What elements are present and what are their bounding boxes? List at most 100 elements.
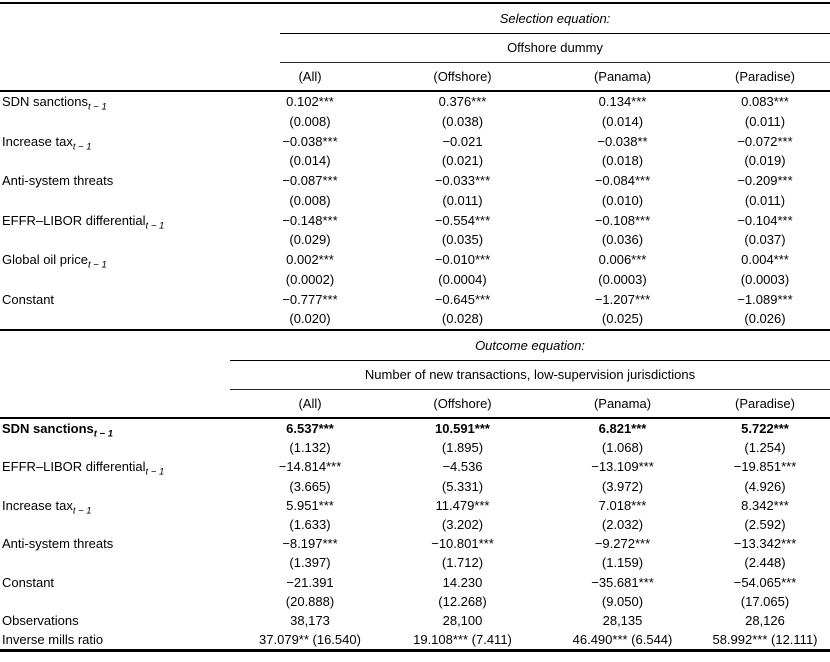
stderr-cell: (2.592)	[744, 516, 786, 532]
stderr-label-spacer	[0, 309, 240, 329]
coefficient-cell: −0.104***	[737, 212, 793, 228]
horizontal-rule	[230, 389, 830, 390]
variable-subscript-text: t − 1	[72, 141, 92, 153]
stat-value-cell: 46.490*** (6.544)	[572, 632, 673, 648]
variable-label-text: Increase tax	[2, 497, 73, 513]
dependent-variable-label: Number of new transactions, low-supervis…	[230, 361, 830, 389]
variable-subscript-text: t − 1	[88, 259, 107, 271]
coefficient-cell: 5.722***	[741, 421, 789, 436]
coefficient-cell: −13.342***	[733, 536, 797, 552]
variable-label-text: Anti-system threats	[2, 536, 114, 552]
stat-value-cell: 28,100	[442, 612, 483, 628]
column-header-row: (All) (Offshore) (Panama) (Paradise)	[0, 63, 830, 90]
horizontal-rule	[280, 33, 830, 34]
stderr-cell: (4.926)	[744, 478, 786, 494]
coefficient-cell: 0.376***	[438, 94, 487, 109]
stderr-cell: (0.018)	[601, 153, 644, 169]
stderr-cell: (1.159)	[601, 555, 644, 571]
coefficient-cell: 11.479***	[435, 497, 490, 513]
stderr-cell: (0.0003)	[740, 271, 790, 287]
coefficient-cell: 0.004***	[741, 252, 789, 267]
table-row: Anti-system threats −8.197*** −10.801*** −9…	[0, 534, 830, 553]
stderr-cell: (0.020)	[289, 311, 331, 327]
coefficient-cell: −0.072***	[737, 133, 793, 149]
coefficient-cell: −0.033***	[434, 173, 491, 188]
stderr-cell: (3.202)	[441, 516, 484, 532]
stderr-cell: (1.132)	[289, 440, 331, 456]
table-row-stderr: (20.888) (12.268) (9.050) (17.065)	[0, 592, 830, 611]
stderr-cell: (2.448)	[744, 555, 786, 571]
stat-value-cell: 28,135	[602, 612, 643, 628]
variable-label-text: SDN sanctions	[2, 421, 94, 436]
table-row: Constant −0.777*** −0.645*** −1.207*** −1.08…	[0, 290, 830, 310]
column-header: (Panama)	[593, 69, 652, 84]
stderr-cell: (1.712)	[441, 555, 484, 571]
stderr-cell: (0.026)	[744, 311, 786, 327]
stderr-cell: (1.895)	[441, 440, 484, 456]
stderr-cell: (1.397)	[289, 555, 331, 571]
table-row: Global oil pricet − 1 0.002*** −0.010*** 0.…	[0, 250, 830, 270]
coefficient-cell: −0.554***	[434, 212, 491, 228]
stderr-label-spacer	[0, 112, 240, 132]
horizontal-rule	[0, 90, 830, 92]
stderr-cell: (0.036)	[601, 232, 644, 248]
column-header: (Paradise)	[735, 396, 795, 411]
stderr-cell: (0.035)	[441, 232, 484, 248]
coefficient-cell: −21.391	[286, 574, 334, 590]
stat-value-cell: 38,173	[290, 612, 330, 628]
horizontal-rule	[0, 329, 830, 331]
variable-label-text: Anti-system threats	[2, 173, 114, 188]
coefficient-cell: 7.018***	[598, 497, 647, 513]
stderr-cell: (0.0002)	[285, 271, 335, 287]
table-row-stderr: (1.633) (3.202) (2.032) (2.592)	[0, 515, 830, 534]
table-row-stderr: (0.0002) (0.0004) (0.0003) (0.0003)	[0, 270, 830, 290]
variable-subscript-text: t − 1	[145, 466, 165, 478]
coefficient-cell: −8.197***	[282, 536, 338, 552]
stderr-cell: (0.008)	[289, 113, 331, 129]
stderr-cell: (0.025)	[601, 311, 644, 327]
table-row: SDN sanctionst − 1 6.537*** 10.591*** 6.821…	[0, 419, 830, 440]
stderr-cell: (17.065)	[740, 593, 790, 609]
column-header: (Offshore)	[433, 69, 492, 84]
stderr-label-spacer	[0, 438, 240, 457]
variable-label-text: SDN sanctions	[2, 94, 88, 109]
dependent-variable-label: Offshore dummy	[280, 34, 830, 62]
coefficient-cell: 0.083***	[741, 94, 789, 109]
coefficient-cell: 6.537***	[286, 421, 334, 436]
table-row: SDN sanctionst − 1 0.102*** 0.376*** 0.134*…	[0, 92, 830, 112]
coefficient-cell: −9.272***	[594, 536, 651, 552]
variable-subscript-text: t − 1	[145, 220, 165, 232]
variable-subscript-text: t − 1	[72, 505, 92, 517]
coefficient-cell: −0.038***	[282, 133, 338, 149]
variable-subscript: t − 1	[73, 505, 92, 516]
column-header: (Panama)	[593, 396, 652, 411]
variable-label: SDN sanctionst − 1	[0, 92, 240, 112]
coefficient-cell: −0.209***	[737, 173, 793, 188]
stderr-cell: (5.331)	[441, 478, 484, 494]
table-row: EFFR–LIBOR differentialt − 1 −0.148*** −0.…	[0, 211, 830, 231]
equation-type-text: Selection equation:	[499, 11, 611, 26]
stderr-cell: (0.011)	[744, 192, 786, 208]
stderr-cell: (0.014)	[601, 113, 644, 129]
coefficient-cell: −4.536	[442, 459, 483, 475]
stderr-cell: (0.037)	[744, 232, 786, 248]
coefficient-cell: 6.821***	[598, 421, 647, 436]
stderr-cell: (0.0003)	[598, 271, 647, 287]
stderr-cell: (3.665)	[289, 478, 331, 494]
variable-subscript: t − 1	[73, 141, 92, 152]
coefficient-cell: −0.108***	[594, 212, 651, 228]
column-header: (Paradise)	[735, 69, 795, 84]
column-header: (All)	[298, 396, 322, 411]
variable-label: Anti-system threats	[0, 171, 240, 191]
stderr-label-spacer	[0, 230, 240, 250]
variable-label-text: EFFR–LIBOR differential	[2, 459, 146, 475]
horizontal-rule	[0, 649, 830, 653]
table-row: Constant −21.391 14.230 −35.681*** −54.065**…	[0, 573, 830, 592]
dependent-variable-text: Offshore dummy	[507, 40, 603, 55]
variable-subscript: t − 1	[94, 429, 113, 440]
coefficient-cell: −0.021	[442, 133, 483, 149]
horizontal-rule	[280, 62, 830, 63]
stderr-cell: (0.008)	[289, 192, 331, 208]
table-row-stderr: (0.008) (0.038) (0.014) (0.011)	[0, 112, 830, 132]
